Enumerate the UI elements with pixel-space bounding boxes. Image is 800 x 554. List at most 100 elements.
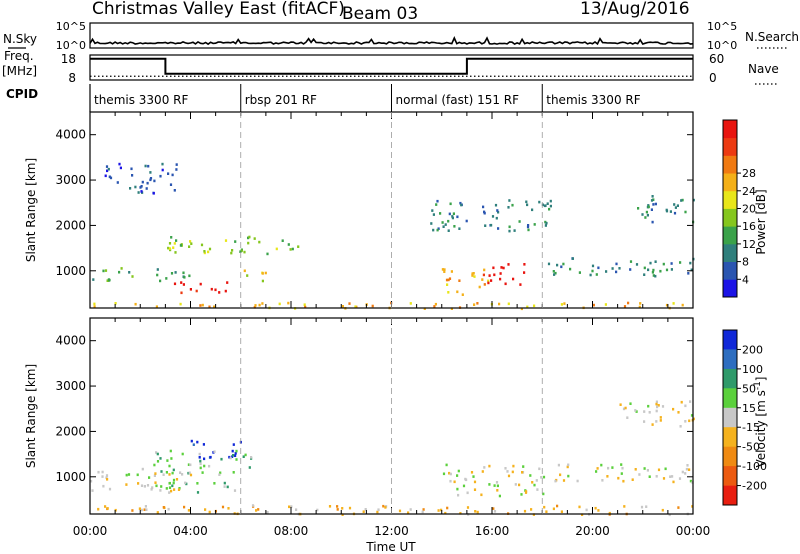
y-tick-label: 1000 [55,470,86,484]
data-cell [562,262,565,266]
data-cell [291,247,294,251]
data-cell [289,248,292,251]
data-cell [169,449,172,453]
colorbar-tick-label: 4 [742,273,749,286]
data-cell [199,304,202,307]
data-cell [156,511,159,514]
x-tick-label: 20:00 [575,524,610,538]
data-cell [530,508,533,511]
data-cell [137,482,140,485]
cpid-segment-label: themis 3300 RF [94,93,188,107]
data-cell [166,459,169,462]
data-cell [138,507,141,510]
nsky-left-tick-bottom: 10^0 [56,39,86,52]
colorbar-swatch [723,190,737,209]
data-cell [432,228,435,232]
data-cell [655,475,658,478]
data-cell [143,508,146,511]
data-cell [552,507,555,511]
data-cell [542,475,546,479]
data-cell [104,505,107,508]
data-cell [430,222,433,225]
data-cell [662,477,666,480]
data-cell [544,224,547,227]
data-cell [650,208,653,211]
data-cell [93,305,96,308]
data-cell [104,269,108,272]
freq-right-tick-bottom: 0 [709,71,717,85]
data-cell [679,261,682,264]
data-cell [102,484,105,488]
y-tick-label: 3000 [55,173,86,187]
data-cell [240,249,243,253]
data-cell [139,186,142,189]
data-cell [244,453,247,457]
data-cell [472,475,475,478]
data-cell [639,302,642,305]
data-cell [523,263,526,266]
data-cell [649,261,652,265]
data-cell [692,417,695,421]
data-cell [450,270,453,273]
data-cell [199,462,202,466]
data-cell [439,212,442,215]
data-cell [175,478,179,481]
colorbar-swatch [723,349,737,370]
data-cell [131,509,134,512]
data-cell [459,512,462,515]
data-cell [665,268,669,272]
power-panel [89,111,694,309]
data-cell [175,239,178,242]
data-cell [645,505,648,508]
data-cell [97,507,100,511]
data-cell [221,505,225,509]
velocity-colorbar: 200 100 50 15 -15 -50 -100 -200 [722,329,767,506]
colorbar-swatch [723,485,737,506]
data-cell [596,467,599,470]
data-cell [494,203,498,207]
data-cell [140,484,144,487]
data-cell [106,279,109,282]
data-cell [495,216,498,220]
data-cell [109,176,113,180]
data-cell [606,475,609,478]
station-title: Christmas Valley East (fitACF) [92,0,345,19]
data-cell [496,489,499,492]
data-cell [218,291,221,294]
data-cell [531,481,534,484]
data-cell [437,227,440,230]
data-cell [458,227,461,230]
data-cell [533,483,536,487]
data-cell [524,491,528,494]
nave-label: Nave [748,62,779,76]
colorbar-tick-label: 16 [742,220,756,233]
data-cell [480,493,483,497]
data-cell [239,250,242,253]
data-cell [152,192,155,195]
data-cell [646,469,649,472]
data-cell [251,504,255,507]
data-cell [680,400,683,404]
data-cell [243,269,246,273]
colorbar-swatch [723,243,737,262]
data-cell [130,167,133,171]
data-cell [512,464,515,468]
frequency-trace [90,57,693,75]
freq-label-1: Freq. [4,49,34,63]
data-cell [125,483,128,486]
data-cell [552,270,555,273]
data-cell [451,216,454,220]
data-cell [189,240,192,243]
data-cell [691,505,694,508]
data-cell [156,452,159,456]
nsky-trace [89,36,694,46]
data-cell [173,242,176,245]
data-cell [195,289,198,293]
data-cell [140,185,143,188]
data-cell [448,471,451,475]
data-cell [295,508,298,511]
data-cell [447,291,450,294]
cpid-segment-label: rbsp 201 RF [245,93,317,107]
data-cell [451,215,454,218]
data-cell [445,463,448,467]
